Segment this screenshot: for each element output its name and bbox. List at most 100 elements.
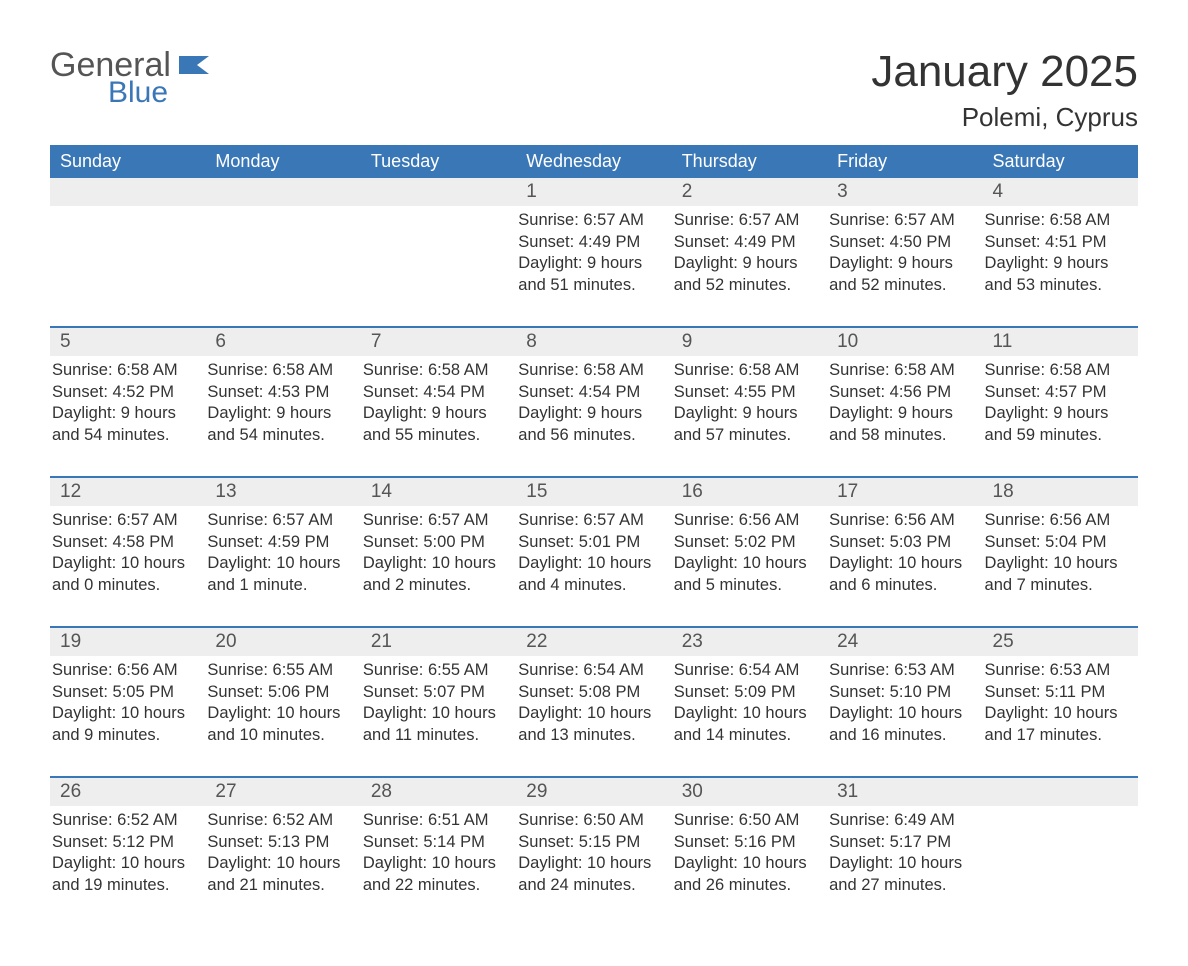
sunrise-text: Sunrise: 6:58 AM (674, 360, 819, 381)
sunset-text: Sunset: 4:56 PM (829, 382, 974, 403)
daylight-text-1: Daylight: 10 hours (674, 703, 819, 724)
week-row: Sunrise: 6:58 AMSunset: 4:52 PMDaylight:… (50, 356, 1138, 476)
daylight-text-2: and 16 minutes. (829, 725, 974, 746)
sunset-text: Sunset: 5:13 PM (207, 832, 352, 853)
sunset-text: Sunset: 5:03 PM (829, 532, 974, 553)
sunset-text: Sunset: 5:05 PM (52, 682, 197, 703)
calendar-cell: Sunrise: 6:57 AMSunset: 5:01 PMDaylight:… (516, 506, 671, 626)
sunrise-text: Sunrise: 6:58 AM (363, 360, 508, 381)
daylight-text-2: and 11 minutes. (363, 725, 508, 746)
daylight-text-1: Daylight: 9 hours (674, 403, 819, 424)
cell-body: Sunrise: 6:52 AMSunset: 5:13 PMDaylight:… (205, 806, 360, 896)
daylight-text-2: and 4 minutes. (518, 575, 663, 596)
sunrise-text: Sunrise: 6:58 AM (207, 360, 352, 381)
calendar-cell: Sunrise: 6:52 AMSunset: 5:12 PMDaylight:… (50, 806, 205, 926)
header: General Blue January 2025 Polemi, Cyprus (50, 48, 1138, 133)
calendar-cell: Sunrise: 6:53 AMSunset: 5:10 PMDaylight:… (827, 656, 982, 776)
calendar-cell: Sunrise: 6:51 AMSunset: 5:14 PMDaylight:… (361, 806, 516, 926)
calendar-cell: Sunrise: 6:57 AMSunset: 4:59 PMDaylight:… (205, 506, 360, 626)
cell-body: Sunrise: 6:50 AMSunset: 5:15 PMDaylight:… (516, 806, 671, 896)
daylight-text-1: Daylight: 10 hours (52, 703, 197, 724)
sunrise-text: Sunrise: 6:53 AM (829, 660, 974, 681)
sunrise-text: Sunrise: 6:52 AM (52, 810, 197, 831)
sunrise-text: Sunrise: 6:56 AM (829, 510, 974, 531)
day-number: 19 (50, 628, 205, 656)
day-header: Sunday (50, 145, 205, 178)
sunrise-text: Sunrise: 6:57 AM (829, 210, 974, 231)
sunrise-text: Sunrise: 6:55 AM (207, 660, 352, 681)
sunset-text: Sunset: 5:01 PM (518, 532, 663, 553)
daylight-text-2: and 52 minutes. (674, 275, 819, 296)
cell-body: Sunrise: 6:58 AMSunset: 4:57 PMDaylight:… (983, 356, 1138, 446)
day-number: 11 (983, 328, 1138, 356)
cell-body: Sunrise: 6:56 AMSunset: 5:03 PMDaylight:… (827, 506, 982, 596)
daylight-text-2: and 27 minutes. (829, 875, 974, 896)
daylight-text-2: and 51 minutes. (518, 275, 663, 296)
sunset-text: Sunset: 5:16 PM (674, 832, 819, 853)
sunset-text: Sunset: 4:55 PM (674, 382, 819, 403)
cell-body (983, 806, 1138, 810)
calendar-cell: Sunrise: 6:56 AMSunset: 5:02 PMDaylight:… (672, 506, 827, 626)
sunrise-text: Sunrise: 6:50 AM (518, 810, 663, 831)
calendar-cell: Sunrise: 6:52 AMSunset: 5:13 PMDaylight:… (205, 806, 360, 926)
cell-body (205, 206, 360, 210)
calendar-cell: Sunrise: 6:58 AMSunset: 4:54 PMDaylight:… (516, 356, 671, 476)
day-number: 7 (361, 328, 516, 356)
cell-body: Sunrise: 6:56 AMSunset: 5:02 PMDaylight:… (672, 506, 827, 596)
day-number-row: 19202122232425 (50, 626, 1138, 656)
daylight-text-1: Daylight: 10 hours (518, 703, 663, 724)
day-number: 15 (516, 478, 671, 506)
daylight-text-1: Daylight: 10 hours (363, 703, 508, 724)
daylight-text-1: Daylight: 10 hours (674, 553, 819, 574)
sunset-text: Sunset: 5:00 PM (363, 532, 508, 553)
calendar-cell (205, 206, 360, 326)
cell-body: Sunrise: 6:57 AMSunset: 5:00 PMDaylight:… (361, 506, 516, 596)
calendar-cell: Sunrise: 6:55 AMSunset: 5:06 PMDaylight:… (205, 656, 360, 776)
sunrise-text: Sunrise: 6:53 AM (985, 660, 1130, 681)
cell-body: Sunrise: 6:55 AMSunset: 5:07 PMDaylight:… (361, 656, 516, 746)
day-number: 1 (516, 178, 671, 206)
cell-body: Sunrise: 6:56 AMSunset: 5:05 PMDaylight:… (50, 656, 205, 746)
cell-body: Sunrise: 6:55 AMSunset: 5:06 PMDaylight:… (205, 656, 360, 746)
cell-body: Sunrise: 6:57 AMSunset: 4:49 PMDaylight:… (516, 206, 671, 296)
cell-body: Sunrise: 6:53 AMSunset: 5:10 PMDaylight:… (827, 656, 982, 746)
cell-body: Sunrise: 6:58 AMSunset: 4:52 PMDaylight:… (50, 356, 205, 446)
calendar-cell: Sunrise: 6:57 AMSunset: 4:50 PMDaylight:… (827, 206, 982, 326)
calendar-cell: Sunrise: 6:56 AMSunset: 5:05 PMDaylight:… (50, 656, 205, 776)
week-row: Sunrise: 6:57 AMSunset: 4:58 PMDaylight:… (50, 506, 1138, 626)
daylight-text-2: and 7 minutes. (985, 575, 1130, 596)
daylight-text-1: Daylight: 10 hours (363, 853, 508, 874)
cell-body (50, 206, 205, 210)
calendar-cell (983, 806, 1138, 926)
sunset-text: Sunset: 5:10 PM (829, 682, 974, 703)
day-number: 25 (983, 628, 1138, 656)
daylight-text-2: and 21 minutes. (207, 875, 352, 896)
day-number (50, 178, 205, 206)
daylight-text-1: Daylight: 9 hours (52, 403, 197, 424)
cell-body: Sunrise: 6:49 AMSunset: 5:17 PMDaylight:… (827, 806, 982, 896)
day-number (205, 178, 360, 206)
week-row: Sunrise: 6:57 AM Sunset: 4:49 PM Daylight:… (50, 206, 1138, 326)
calendar-cell: Sunrise: 6:57 AMSunset: 4:58 PMDaylight:… (50, 506, 205, 626)
day-number-row: 1234 (50, 178, 1138, 206)
day-number: 2 (672, 178, 827, 206)
sunrise-text: Sunrise: 6:54 AM (674, 660, 819, 681)
cell-body: Sunrise: 6:58 AMSunset: 4:51 PMDaylight:… (983, 206, 1138, 296)
day-number: 22 (516, 628, 671, 656)
daylight-text-1: Daylight: 9 hours (829, 253, 974, 274)
daylight-text-1: Daylight: 9 hours (518, 403, 663, 424)
daylight-text-1: Daylight: 9 hours (674, 253, 819, 274)
sunset-text: Sunset: 4:49 PM (518, 232, 663, 253)
day-number: 30 (672, 778, 827, 806)
day-number-row: 12131415161718 (50, 476, 1138, 506)
sunrise-text: Sunrise: 6:52 AM (207, 810, 352, 831)
sunrise-text: Sunrise: 6:58 AM (829, 360, 974, 381)
sunset-text: Sunset: 5:14 PM (363, 832, 508, 853)
daylight-text-2: and 24 minutes. (518, 875, 663, 896)
day-number: 24 (827, 628, 982, 656)
daylight-text-2: and 54 minutes. (52, 425, 197, 446)
title-block: January 2025 Polemi, Cyprus (871, 48, 1138, 133)
daylight-text-2: and 58 minutes. (829, 425, 974, 446)
sunset-text: Sunset: 5:06 PM (207, 682, 352, 703)
cell-body: Sunrise: 6:57 AMSunset: 4:58 PMDaylight:… (50, 506, 205, 596)
